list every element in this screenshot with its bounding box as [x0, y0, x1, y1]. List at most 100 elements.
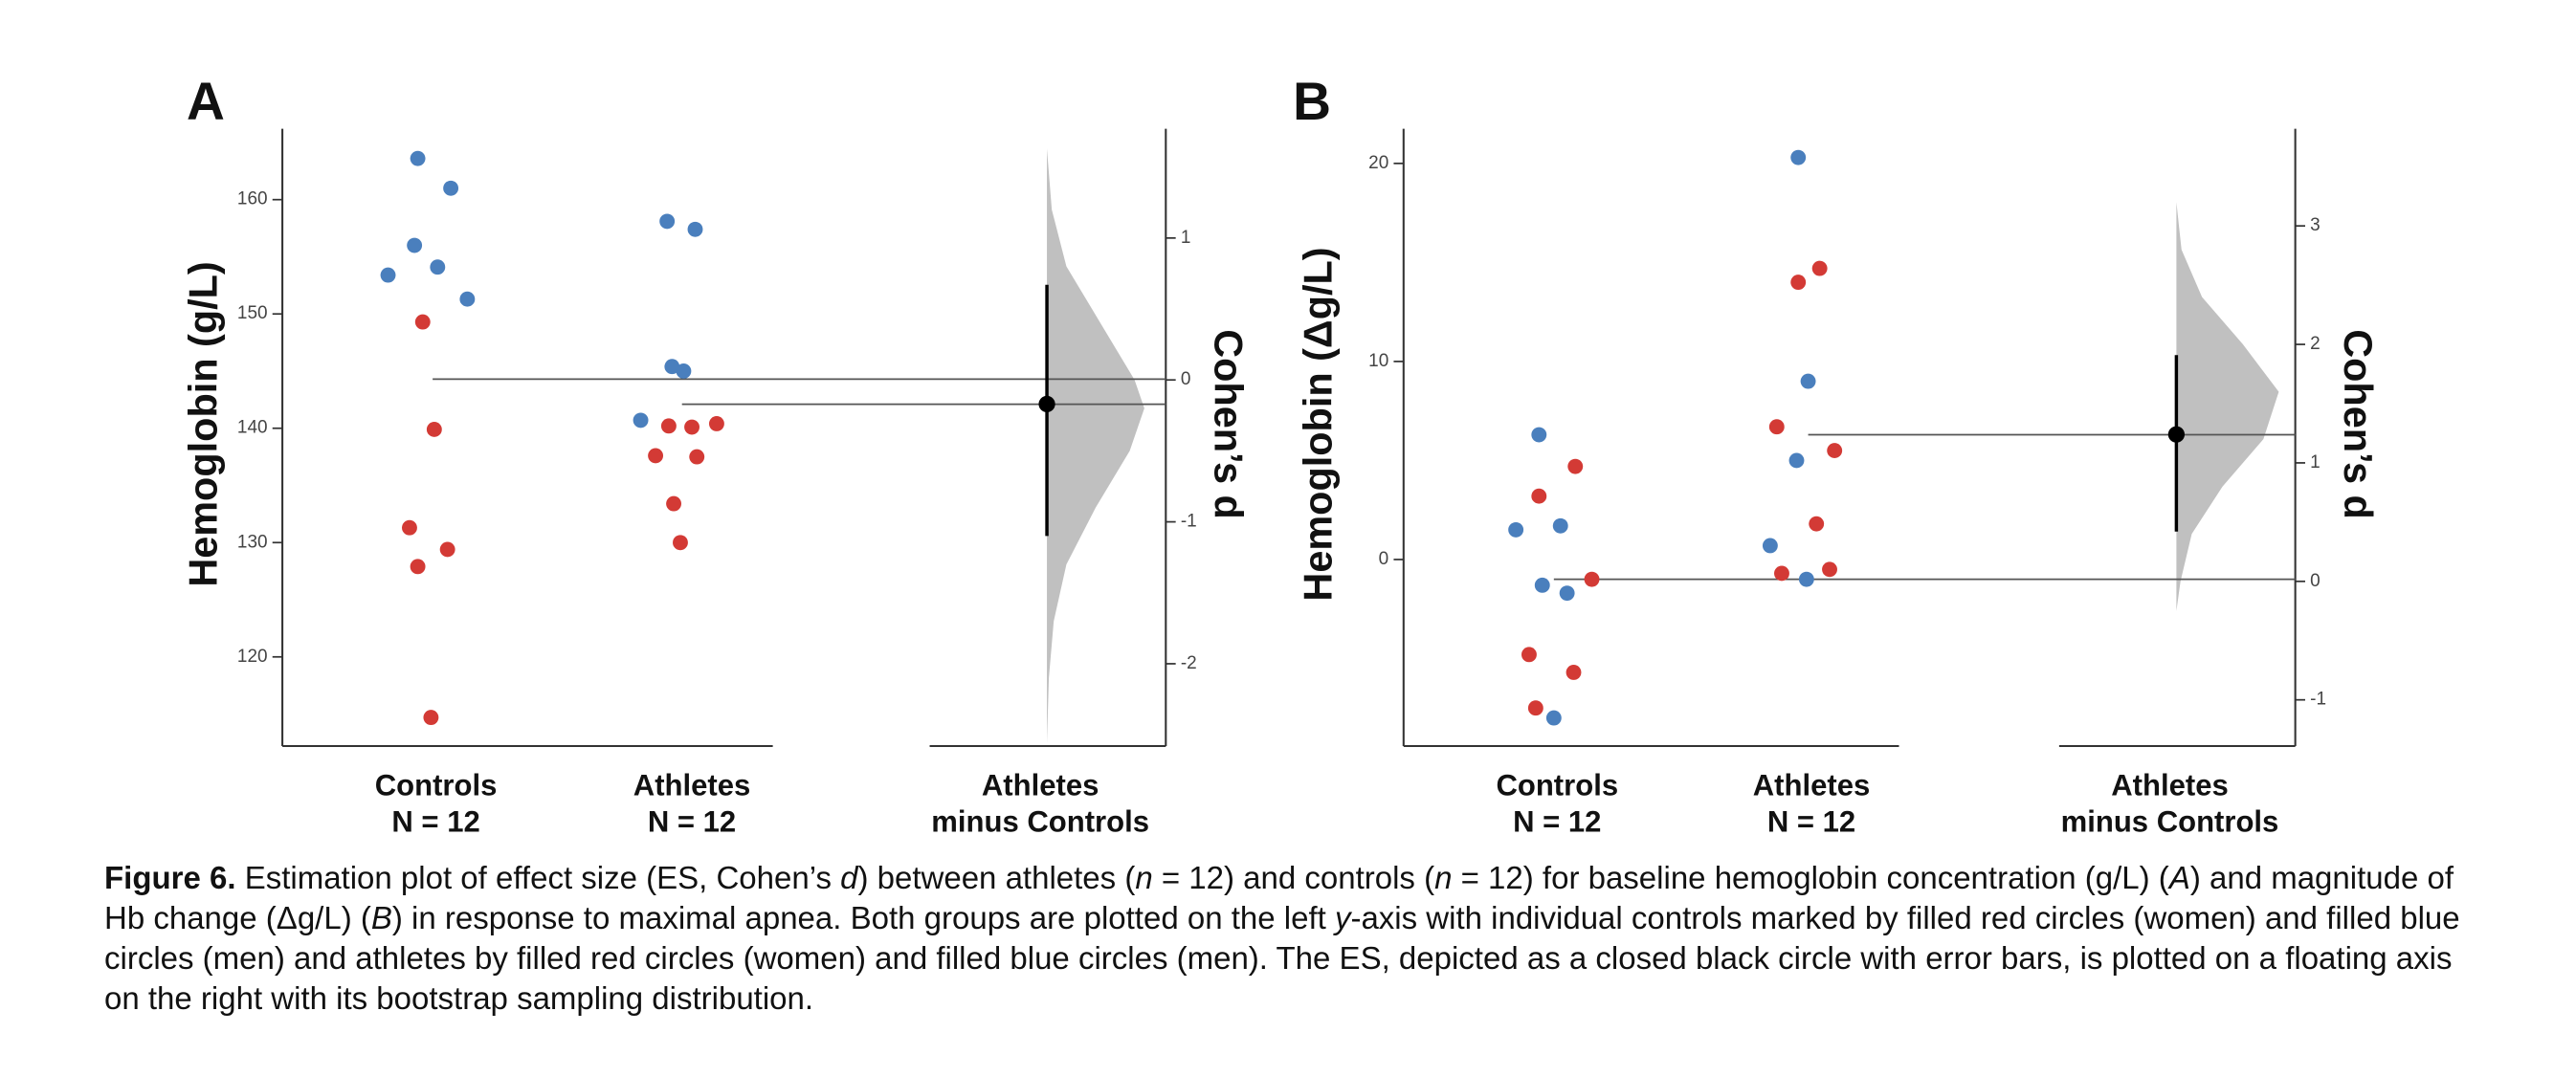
data-point — [423, 710, 439, 726]
y2-tick-label: -2 — [1181, 653, 1197, 673]
y-tick-label: 120 — [237, 647, 268, 667]
data-point — [402, 519, 417, 536]
data-point — [430, 259, 446, 275]
data-point — [1811, 260, 1828, 276]
caption-text: ) between athletes ( — [857, 860, 1136, 895]
caption-text: ) and magnitude of Hb change (Δg/L) ( — [104, 860, 2454, 935]
data-point — [1552, 517, 1568, 534]
data-point — [1774, 565, 1789, 582]
data-point — [684, 419, 700, 435]
data-point — [1559, 585, 1575, 602]
group-size: N = 12 — [648, 804, 736, 838]
data-point — [459, 291, 476, 307]
data-point — [1566, 665, 1582, 680]
data-point — [1827, 443, 1843, 459]
caption-text: y — [1334, 900, 1351, 935]
diff-label: Athletes — [982, 768, 1099, 802]
effect-size — [1038, 395, 1055, 413]
caption-text: = 12) and controls ( — [1152, 860, 1435, 895]
data-point — [1508, 521, 1524, 538]
data-point — [633, 412, 649, 429]
bootstrap-distribution — [1047, 148, 1144, 744]
y2-tick-label: 2 — [2310, 334, 2321, 354]
y-tick-label: 140 — [237, 418, 268, 438]
data-point — [410, 150, 426, 166]
caption-text: -axis with individual controls marked by… — [104, 900, 2460, 1016]
x-tick-label: Athletes — [633, 768, 750, 802]
x-tick-label: Athletes — [1753, 768, 1871, 802]
y-tick-label: 160 — [237, 189, 268, 209]
data-point — [1534, 577, 1550, 593]
data-point — [1567, 458, 1584, 474]
x-tick-label: Controls — [1496, 768, 1618, 802]
data-point — [664, 359, 680, 375]
y-tick-label: 0 — [1379, 549, 1389, 569]
data-point — [687, 221, 703, 237]
bootstrap-distribution — [2176, 202, 2279, 611]
effect-size — [2167, 426, 2186, 443]
y2-tick-label: 1 — [1181, 228, 1191, 248]
y-tick-label: 150 — [237, 303, 268, 323]
y2-tick-label: 0 — [2310, 571, 2321, 591]
x-tick-label: Controls — [375, 768, 498, 802]
data-point — [1521, 647, 1537, 663]
data-point — [443, 180, 459, 196]
data-point — [659, 213, 676, 230]
data-point — [1798, 571, 1814, 587]
data-point — [1584, 571, 1600, 587]
caption-text: n — [1135, 860, 1153, 895]
data-point — [439, 541, 455, 558]
y2-tick-label: 3 — [2310, 215, 2321, 235]
caption-text: n — [1434, 860, 1453, 895]
data-point — [1809, 516, 1825, 532]
data-point — [1762, 538, 1778, 554]
diff-label: minus Controls — [2061, 804, 2279, 838]
y2-axis-label: Cohen’s d — [2336, 329, 2380, 519]
panel-label: B — [1293, 72, 1331, 131]
caption-text: = 12) for baseline hemoglobin concentrat… — [1452, 860, 2169, 895]
data-point — [673, 535, 688, 551]
data-point — [666, 495, 681, 512]
data-point — [1531, 488, 1547, 504]
data-point — [410, 559, 426, 575]
data-point — [426, 422, 442, 437]
caption: Figure 6. Estimation plot of effect size… — [104, 858, 2477, 1019]
caption-text: d — [840, 860, 858, 895]
data-point — [1527, 700, 1543, 716]
data-point — [660, 418, 677, 434]
caption-text: A — [2168, 860, 2190, 895]
data-point — [1788, 452, 1805, 469]
data-point — [1800, 373, 1816, 389]
y-axis-label: Hemoglobin (g/L) — [182, 261, 226, 586]
diff-label: Athletes — [2111, 768, 2229, 802]
y-tick-label: 20 — [1368, 153, 1388, 173]
data-point — [1545, 710, 1562, 726]
data-point — [1768, 419, 1785, 435]
caption-label: Figure 6. — [104, 860, 236, 895]
y-axis-label: Hemoglobin (Δg/L) — [1296, 247, 1340, 601]
caption-text: Estimation plot of effect size (ES, Cohe… — [235, 860, 841, 895]
group-size: N = 12 — [1767, 804, 1855, 838]
group-size: N = 12 — [391, 804, 479, 838]
data-point — [407, 237, 423, 253]
data-point — [1822, 561, 1837, 578]
group-size: N = 12 — [1513, 804, 1601, 838]
data-point — [648, 448, 664, 464]
data-point — [676, 363, 692, 379]
data-point — [1790, 149, 1807, 165]
data-point — [708, 416, 724, 431]
y2-tick-label: -1 — [2310, 690, 2326, 710]
data-point — [689, 449, 705, 465]
y2-axis-label: Cohen’s d — [1206, 329, 1250, 519]
y2-tick-label: -1 — [1181, 512, 1197, 532]
data-point — [1531, 427, 1547, 443]
caption-text: B — [370, 900, 392, 935]
y2-tick-label: 0 — [1181, 369, 1191, 389]
y2-tick-label: 1 — [2310, 452, 2321, 473]
data-point — [380, 267, 396, 283]
y-tick-label: 130 — [237, 532, 268, 552]
diff-label: minus Controls — [931, 804, 1149, 838]
data-point — [1790, 275, 1807, 291]
